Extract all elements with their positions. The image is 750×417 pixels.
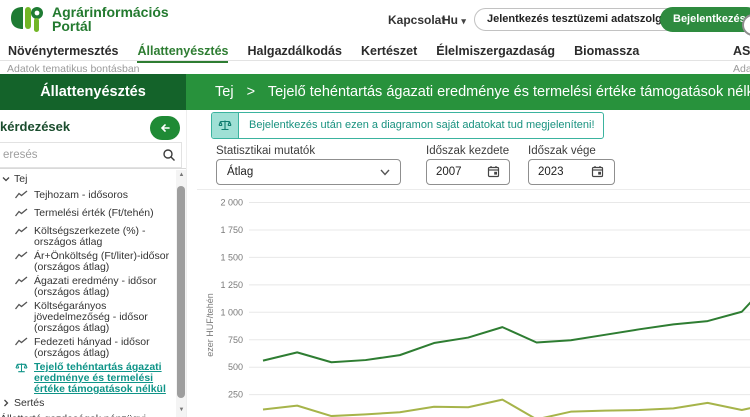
search-icon[interactable] [162,148,176,162]
language-selector[interactable]: Hu ▾ [442,13,466,27]
y-tick-label: 2 000 [220,198,243,208]
nav-item-halgazdalkodas[interactable]: Halgazdálkodás [247,44,342,58]
login-button[interactable]: Bejelentkezés [660,7,750,32]
sidebar-divider [0,168,186,169]
y-axis-label: ezer HUF/tehén [205,293,215,357]
stat-indicator-label: Statisztikai mutatók [216,145,316,157]
line-chart-icon [15,301,28,310]
tree-node-tej[interactable]: Tej [0,174,174,185]
balance-scale-icon [15,363,28,373]
tree-node-sertes[interactable]: Sertés [0,398,174,409]
sidebar-scrollbar-thumb[interactable] [177,186,185,398]
y-tick-label: 1 250 [220,280,243,290]
nav-item-allattenyesztes[interactable]: Állattenyésztés [137,44,229,63]
banner-text: Bejelentkezés után ezen a diagramon sajá… [249,119,595,131]
y-tick-label: 1 750 [220,225,243,235]
collapse-sidebar-button[interactable] [150,116,180,140]
balance-scale-icon [218,120,232,131]
line-chart-icon [15,337,28,346]
nav-item-biomassza[interactable]: Biomassza [574,44,640,58]
main-nav: Növénytermesztés Állattenyésztés Halgazd… [0,38,750,75]
sidebar: kérdezések Tej Tejhozam - időso [0,110,186,417]
nav-item-elelmiszergazdasag[interactable]: Élelmiszergazdaság [436,44,556,58]
sidebar-item-ar-onkoltseg[interactable]: Ár+Önköltség (Ft/liter)-idősor (országos… [0,251,174,273]
sidebar-item-fedezeti-hanyad[interactable]: Fedezeti hányad - idősor (országos átlag… [0,337,174,359]
scroll-up-arrow-icon[interactable]: ▲ [178,172,185,178]
tree-node-label: Tej [14,173,28,185]
sidebar-header: Állattenyésztés [0,74,186,110]
breadcrumb: Tej > Tejelő tehéntartás ágazati eredmén… [186,74,750,110]
breadcrumb-current: Tejelő tehéntartás ágazati eredménye és … [267,84,750,100]
chevron-down-icon [2,177,10,182]
main-content: Bejelentkezés után ezen a diagramon sajá… [186,110,750,417]
period-start-label: Időszak kezdete [426,145,510,157]
line-chart-icon [15,276,28,285]
nav-item-kerteszet[interactable]: Kertészet [360,44,418,58]
y-tick-label: 750 [228,335,243,345]
nav-divider [0,60,750,61]
kapcsolat-link[interactable]: Kapcsolat [388,13,446,27]
y-tick-label: 250 [228,390,243,400]
nav-subtitle: Adatok tematikus bontásban [7,63,140,75]
search-input[interactable] [0,142,182,168]
login-info-banner: Bejelentkezés után ezen a diagramon sajá… [211,112,604,139]
sidebar-item-koltsegaranyos[interactable]: Költségarányos jövedelmezőség - idősor (… [0,301,174,334]
sidebar-item-tejelo-tehentartas-selected[interactable]: Tejelő tehéntartás ágazati eredménye és … [0,362,174,395]
y-tick-label: 1 000 [220,307,243,317]
sector-chart[interactable]: 2 000 1 750 1 500 1 250 1 000 750 500 250 ezer H… [197,190,750,417]
filters-divider [197,189,750,190]
line-chart-icon [15,190,28,199]
aip-logo-icon [11,7,43,32]
sidebar-item-tejhozam[interactable]: Tejhozam - idősoros [0,190,174,201]
logo-text: Agrárinformációs Portál [52,4,169,34]
sidebar-item-agazati-eredmeny[interactable]: Ágazati eredmény - idősor (országos átla… [0,276,174,298]
aip-logo[interactable]: Agrárinformációs Portál [8,4,169,34]
sidebar-item-termelesi-ertek[interactable]: Termelési érték (Ft/tehén) [0,208,174,219]
banner-icon-cell [212,113,239,138]
arrow-left-icon [160,124,170,132]
chevron-down-icon: ▾ [461,16,466,26]
period-end-label: Időszak vége [528,145,596,157]
sidebar-item-allattarto-gazdasagok[interactable]: Állattartó gazdaságok pénzügyi adatai [0,414,174,417]
chart-series-1 [262,398,750,417]
chart-series-0 [262,301,750,364]
top-header: Agrárinformációs Portál Kapcsolat Hu ▾ J… [0,0,750,38]
sidebar-tree: Tej Tejhozam - idősoros Termelési érték … [0,174,174,417]
sidebar-item-koltsegszerkezete[interactable]: Költségszerkezete (%) - országos átlag [0,226,174,248]
breadcrumb-root[interactable]: Tej [215,84,234,100]
calendar-icon[interactable] [591,165,604,178]
y-tick-label: 500 [228,362,243,372]
nav-item-asir[interactable]: ASI [733,44,750,58]
stat-indicator-select[interactable]: Átlag [216,159,401,185]
calendar-icon[interactable] [487,165,500,178]
nav-items: Növénytermesztés Állattenyésztés Halgazd… [8,44,639,63]
line-chart-icon [15,226,28,235]
nav-right-subtitle: Adat [733,63,750,75]
breadcrumb-separator: > [246,84,256,100]
chevron-right-icon [4,399,9,407]
chevron-down-icon [380,169,390,176]
nav-item-novenytermesztes[interactable]: Növénytermesztés [8,44,119,58]
y-tick-label: 1 500 [220,252,243,262]
sidebar-panel-title: kérdezések [0,119,71,134]
scroll-down-arrow-icon[interactable]: ▼ [178,407,185,413]
line-chart-icon [15,208,28,217]
line-chart-icon [15,251,28,260]
